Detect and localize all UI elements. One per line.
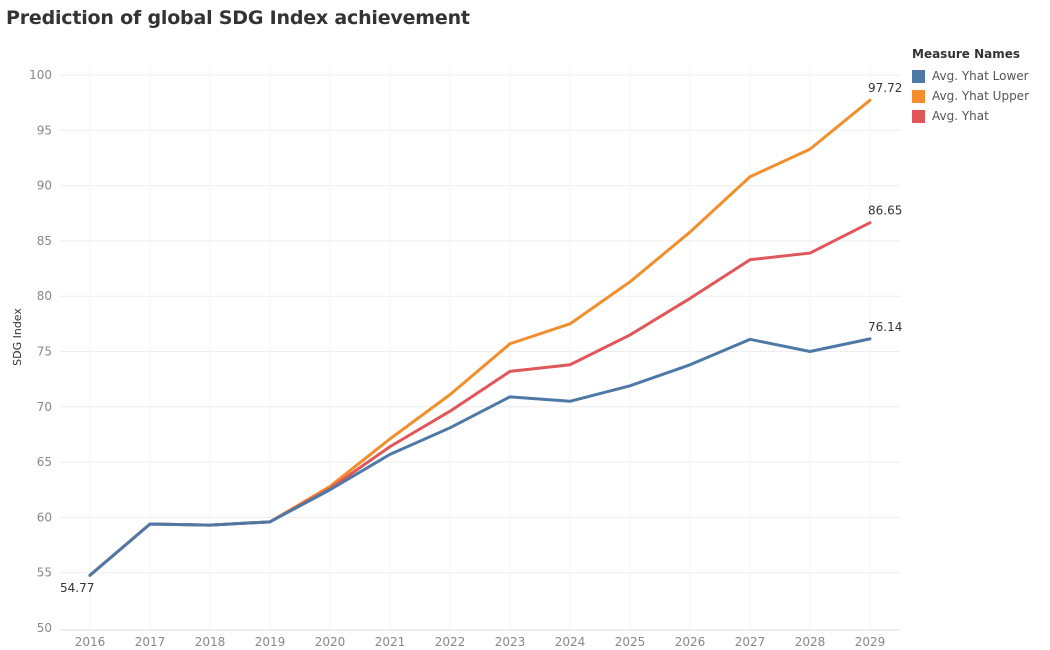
legend-label: Avg. Yhat	[932, 109, 989, 123]
y-tick-label: 50	[37, 621, 52, 635]
x-tick-label: 2025	[615, 635, 646, 649]
x-tick-label: 2016	[75, 635, 106, 649]
x-tick-label: 2029	[855, 635, 886, 649]
series-line-avg-yhat-upper	[88, 98, 872, 577]
y-tick-label: 100	[29, 68, 52, 82]
y-axis-label: SDG Index	[11, 308, 24, 366]
y-tick-label: 55	[37, 566, 52, 580]
legend-label: Avg. Yhat Lower	[932, 69, 1029, 83]
legend: Measure Names Avg. Yhat Lower Avg. Yhat U…	[912, 47, 1029, 126]
grid-lines	[60, 65, 900, 631]
x-tick-label: 2023	[495, 635, 526, 649]
y-tick-label: 80	[37, 289, 52, 303]
legend-swatch	[912, 69, 925, 83]
x-tick-label: 2017	[135, 635, 166, 649]
y-tick-label: 60	[37, 510, 52, 524]
y-tick-label: 90	[37, 179, 52, 193]
x-tick-label: 2026	[675, 635, 706, 649]
x-tick-label: 2021	[375, 635, 406, 649]
start-value-label: 54.77	[60, 581, 94, 595]
legend-label: Avg. Yhat Upper	[932, 89, 1029, 103]
end-value-label: 97.72	[868, 81, 902, 95]
y-axis-ticks: 50 55 60 65 70 75 80 85 90 95 100	[29, 68, 52, 635]
legend-items: Avg. Yhat Lower Avg. Yhat Upper Avg. Yhat	[912, 66, 1029, 126]
legend-item[interactable]: Avg. Yhat Upper	[912, 86, 1029, 106]
legend-item[interactable]: Avg. Yhat Lower	[912, 66, 1029, 86]
legend-item[interactable]: Avg. Yhat	[912, 106, 1029, 126]
data-labels: 97.72 86.65 76.14 54.77	[60, 81, 902, 595]
x-tick-label: 2028	[795, 635, 826, 649]
y-tick-label: 95	[37, 123, 52, 137]
x-tick-label: 2018	[195, 635, 226, 649]
y-tick-label: 75	[37, 345, 52, 359]
series-lines	[88, 98, 872, 577]
end-value-label: 86.65	[868, 204, 902, 218]
chart-title: Prediction of global SDG Index achieveme…	[6, 7, 470, 29]
y-tick-label: 65	[37, 455, 52, 469]
y-tick-label: 85	[37, 234, 52, 248]
legend-swatch	[912, 89, 925, 103]
series-line-avg-yhat	[88, 221, 872, 577]
legend-swatch	[912, 109, 925, 123]
x-tick-label: 2020	[315, 635, 346, 649]
end-value-label: 76.14	[868, 320, 902, 334]
x-tick-label: 2024	[555, 635, 586, 649]
legend-title: Measure Names	[912, 47, 1021, 61]
series-line-avg-yhat-lower	[88, 337, 872, 577]
x-tick-label: 2022	[435, 635, 466, 649]
x-tick-label: 2019	[255, 635, 286, 649]
y-tick-label: 70	[37, 400, 52, 414]
x-axis-ticks: 2016 2017 2018 2019 2020 2021 2022 2023 2024 2025…	[75, 635, 886, 649]
x-tick-label: 2027	[735, 635, 766, 649]
